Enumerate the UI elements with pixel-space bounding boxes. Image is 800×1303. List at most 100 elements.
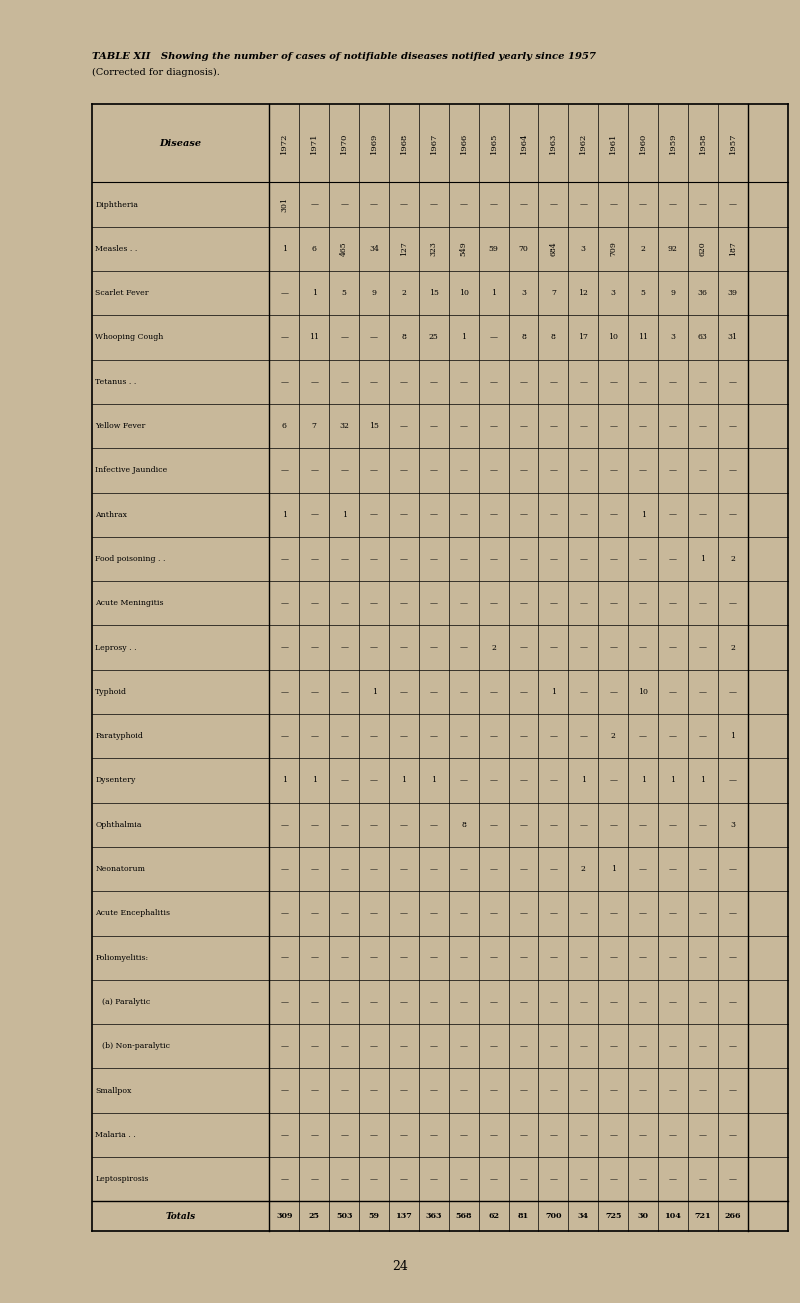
Text: —: — [400, 998, 408, 1006]
Text: —: — [639, 909, 647, 917]
Text: 59: 59 [489, 245, 498, 253]
Text: —: — [609, 998, 617, 1006]
Text: —: — [639, 201, 647, 208]
Text: 31: 31 [728, 334, 738, 341]
Text: —: — [460, 378, 468, 386]
Text: —: — [430, 555, 438, 563]
Text: —: — [430, 1087, 438, 1095]
Text: 137: 137 [395, 1212, 412, 1221]
Text: 11: 11 [638, 334, 648, 341]
Text: —: — [699, 688, 707, 696]
Text: —: — [400, 732, 408, 740]
Text: 1: 1 [551, 688, 556, 696]
Text: —: — [729, 1131, 737, 1139]
Text: —: — [370, 954, 378, 962]
Text: 3: 3 [581, 245, 586, 253]
Text: —: — [400, 1175, 408, 1183]
Text: —: — [519, 909, 527, 917]
Text: —: — [579, 1175, 587, 1183]
Text: 1: 1 [641, 511, 646, 519]
Text: —: — [550, 732, 558, 740]
Text: 92: 92 [668, 245, 678, 253]
Text: —: — [639, 954, 647, 962]
Text: Anthrax: Anthrax [95, 511, 127, 519]
Text: 1966: 1966 [460, 133, 468, 154]
Text: —: — [340, 378, 348, 386]
Text: —: — [669, 201, 677, 208]
Text: —: — [490, 909, 498, 917]
Text: —: — [639, 644, 647, 652]
Text: —: — [490, 998, 498, 1006]
Text: —: — [669, 422, 677, 430]
Text: —: — [370, 466, 378, 474]
Text: —: — [430, 732, 438, 740]
Text: —: — [370, 1175, 378, 1183]
Text: 1969: 1969 [370, 133, 378, 154]
Text: 36: 36 [698, 289, 708, 297]
Text: —: — [729, 998, 737, 1006]
Text: —: — [729, 201, 737, 208]
Text: 6: 6 [282, 422, 287, 430]
Text: —: — [430, 909, 438, 917]
Text: —: — [579, 821, 587, 829]
Text: —: — [729, 954, 737, 962]
Text: —: — [490, 688, 498, 696]
Text: 25: 25 [429, 334, 438, 341]
Text: 1958: 1958 [699, 133, 707, 154]
Text: 8: 8 [402, 334, 406, 341]
Text: Poliomyelitis:: Poliomyelitis: [95, 954, 148, 962]
Text: —: — [609, 378, 617, 386]
Text: 10: 10 [638, 688, 648, 696]
Text: 9: 9 [670, 289, 675, 297]
Text: Leprosy . .: Leprosy . . [95, 644, 137, 652]
Text: 2: 2 [581, 865, 586, 873]
Text: —: — [639, 865, 647, 873]
Text: —: — [519, 378, 527, 386]
Text: —: — [699, 1175, 707, 1183]
Text: —: — [430, 1131, 438, 1139]
Text: —: — [281, 555, 289, 563]
Text: 700: 700 [545, 1212, 562, 1221]
Text: —: — [490, 1175, 498, 1183]
Text: —: — [699, 1042, 707, 1050]
Text: —: — [460, 466, 468, 474]
Text: —: — [400, 1087, 408, 1095]
Text: —: — [281, 1175, 289, 1183]
Text: Ophthalmia: Ophthalmia [95, 821, 142, 829]
Text: 2: 2 [610, 732, 615, 740]
Text: —: — [430, 201, 438, 208]
Text: —: — [430, 378, 438, 386]
Text: —: — [370, 1131, 378, 1139]
Text: —: — [669, 1131, 677, 1139]
Text: —: — [430, 599, 438, 607]
Text: 127: 127 [400, 241, 408, 257]
Text: —: — [609, 644, 617, 652]
Text: —: — [579, 599, 587, 607]
Text: —: — [310, 998, 318, 1006]
Text: —: — [370, 777, 378, 784]
Text: —: — [430, 865, 438, 873]
Text: —: — [460, 422, 468, 430]
Text: —: — [699, 1131, 707, 1139]
Text: —: — [400, 688, 408, 696]
Text: —: — [639, 555, 647, 563]
Text: —: — [519, 644, 527, 652]
Text: —: — [370, 555, 378, 563]
Text: —: — [490, 466, 498, 474]
Text: Malaria . .: Malaria . . [95, 1131, 136, 1139]
Text: —: — [310, 1131, 318, 1139]
Text: 684: 684 [550, 241, 558, 257]
Text: 1: 1 [581, 777, 586, 784]
Text: —: — [370, 1087, 378, 1095]
Text: —: — [729, 378, 737, 386]
Text: —: — [310, 1042, 318, 1050]
Text: 62: 62 [488, 1212, 499, 1221]
Text: 187: 187 [729, 241, 737, 257]
Text: —: — [490, 865, 498, 873]
Text: 2: 2 [730, 555, 735, 563]
Text: —: — [609, 1131, 617, 1139]
Text: —: — [340, 688, 348, 696]
Text: Whooping Cough: Whooping Cough [95, 334, 163, 341]
Text: —: — [609, 688, 617, 696]
Text: —: — [519, 732, 527, 740]
